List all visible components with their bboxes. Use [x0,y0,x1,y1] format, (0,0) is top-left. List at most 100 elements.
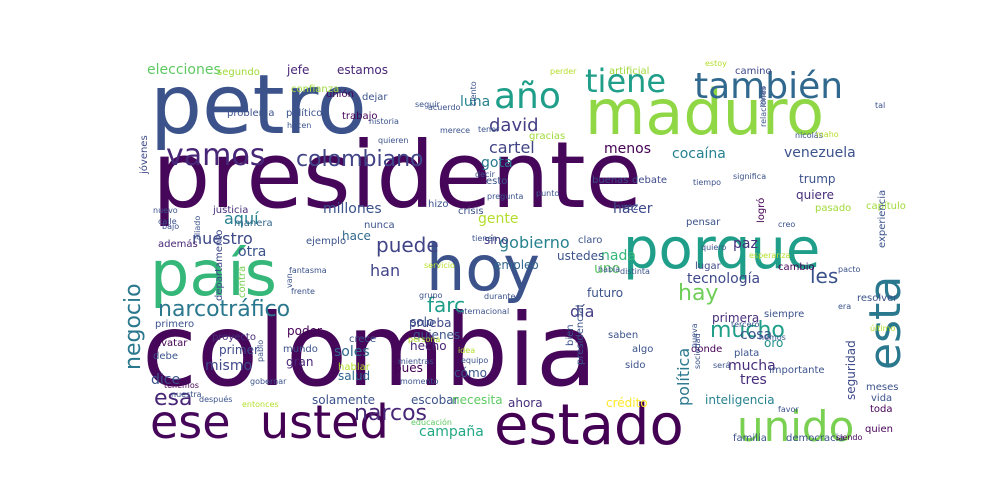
cloud-word-146: crisis [458,206,484,217]
cloud-word-172: grupo [419,291,443,300]
cloud-word-150: historia [369,117,399,126]
cloud-word-45: millones [323,201,382,217]
cloud-word-31: han [370,261,400,280]
cloud-word-65: paz [733,236,758,252]
cloud-word-42: elecciones [147,62,221,78]
cloud-word-70: empleo [494,258,539,272]
cloud-word-35: política [674,348,693,406]
cloud-word-32: aquí [224,209,259,228]
cloud-word-102: avatar [155,338,188,349]
cloud-word-13: año [494,76,561,117]
cloud-word-50: dice [151,372,180,388]
cloud-word-134: democracia [786,433,845,444]
cloud-word-84: futuro [587,286,623,300]
cloud-word-49: otra [238,244,266,260]
cloud-word-143: tenemos [164,381,199,390]
cloud-word-4: país [150,237,277,310]
cloud-word-22: negocio [121,283,146,370]
cloud-word-178: distinta [620,267,650,276]
cloud-word-129: tiempo [693,178,721,187]
cloud-word-28: cartel [489,138,535,157]
cloud-word-37: cosa [740,327,772,343]
cloud-word-189: sociedad [693,333,702,369]
cloud-word-175: idea [458,346,475,355]
cloud-word-36: día [570,302,594,321]
cloud-word-106: siempre [764,309,804,320]
cloud-word-142: entonces [242,400,279,409]
cloud-word-161: quieren [378,136,408,145]
cloud-word-23: puede [376,233,439,257]
cloud-word-121: toda [870,404,893,415]
cloud-word-44: estamos [337,63,388,77]
cloud-word-56: escobar [411,393,459,407]
cloud-word-94: jóvenes [138,135,150,175]
cloud-word-51: mismo [205,358,252,374]
cloud-word-7: estado [494,393,684,458]
cloud-word-113: bien [565,324,576,346]
cloud-word-124: vida [871,393,892,404]
cloud-word-52: soles [334,344,370,360]
cloud-word-115: claro [578,235,602,246]
cloud-word-147: hizo [428,199,448,210]
cloud-word-167: bajo [162,222,179,231]
cloud-word-111: sido [625,360,645,371]
cloud-word-187: tercero [731,320,760,329]
cloud-word-0: presidente [152,122,642,229]
cloud-word-81: salud [338,369,370,383]
cloud-word-148: nunca [364,220,395,231]
cloud-word-171: frente [291,287,315,296]
cloud-word-64: seguridad [844,340,858,400]
cloud-word-61: inteligencia [705,393,775,407]
cloud-word-107: donde [691,344,722,355]
cloud-word-97: departamento [214,230,225,301]
cloud-word-149: merece [440,126,470,135]
cloud-word-3: maduro [585,76,824,149]
cloud-word-80: cómo [454,366,487,380]
cloud-word-170: fantasma [289,266,327,275]
cloud-word-98: además [158,238,198,250]
cloud-word-54: hecho [410,339,447,353]
cloud-word-128: vez [621,202,638,213]
cloud-word-140: educación [411,417,452,427]
cloud-word-38: nuestro [192,229,253,248]
cloud-word-86: unión [326,88,354,100]
cloud-word-15: vamos [166,138,265,173]
cloud-word-100: contra [237,266,248,298]
cloud-word-34: tecnología [687,271,760,287]
cloud-word-137: hablar [338,362,371,373]
cloud-word-153: hacen [287,121,311,130]
cloud-word-184: significa [733,172,766,181]
cloud-word-27: luna [460,94,490,110]
cloud-word-118: pasado [815,203,851,214]
cloud-word-112: presidencial [575,305,586,365]
cloud-word-79: pues [394,361,423,375]
cloud-word-73: quienes [413,328,460,342]
cloud-word-46: gente [478,211,518,227]
cloud-word-20: mucho [710,318,785,343]
cloud-word-191: favor [778,405,799,414]
cloud-word-69: ustedes [557,249,604,263]
cloud-word-67: quiere [796,188,834,202]
cloud-word-133: familia [733,433,767,444]
cloud-word-5: hoy [426,232,540,305]
cloud-word-103: debe [153,351,178,362]
cloud-word-14: tiene [585,62,666,100]
cloud-word-9: ese [150,395,231,449]
cloud-word-92: buenas [592,175,629,186]
cloud-word-123: meses [866,382,898,393]
cloud-word-39: menos [604,141,651,157]
cloud-word-60: solamente [312,393,375,407]
cloud-word-144: nuestra [171,390,202,399]
cloud-word-68: sino [484,233,509,247]
cloud-word-33: les [810,264,838,288]
cloud-word-174: persona [408,335,440,344]
cloud-word-89: artificial [609,66,649,77]
cloud-word-109: algo [632,344,653,355]
cloud-word-101: primero [155,319,194,330]
cloud-word-21: hay [678,281,718,306]
cloud-word-188: nueva [690,323,699,348]
cloud-word-193: relaciones [759,86,768,127]
cloud-word-141: después [199,394,232,404]
cloud-word-6: porque [623,217,820,282]
